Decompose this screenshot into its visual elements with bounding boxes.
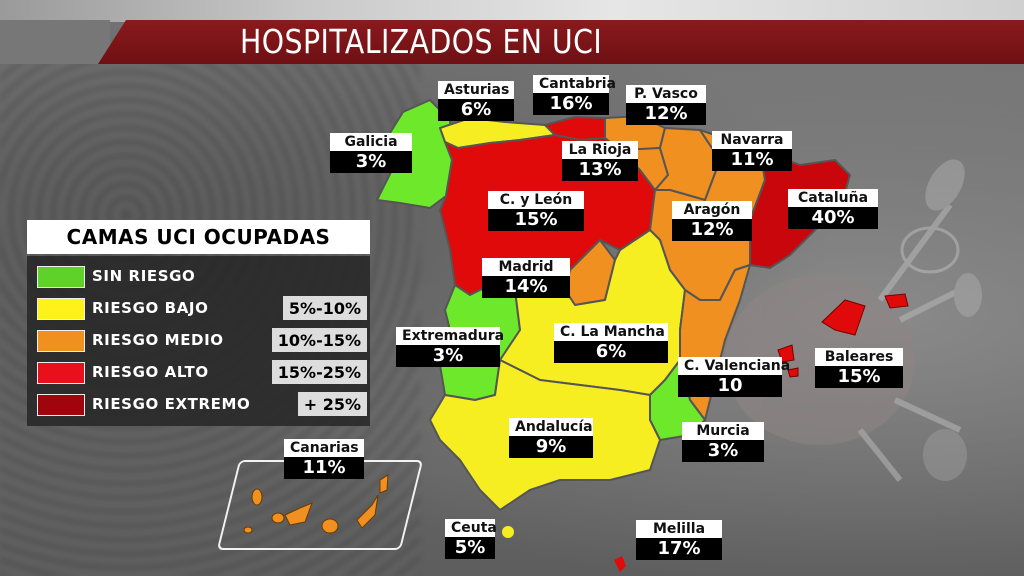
- label-cantabria: Cantabria 16%: [533, 75, 616, 115]
- label-melilla: Melilla 17%: [636, 520, 722, 560]
- swatch-orange: [37, 330, 85, 352]
- region-canarias: [243, 474, 389, 534]
- label-asturias: Asturias 6%: [438, 81, 514, 121]
- label-castilla-y-leon: C. y León 15%: [488, 191, 584, 231]
- label-aragon: Aragón 12%: [672, 201, 752, 241]
- swatch-red: [37, 362, 85, 384]
- label-extremadura: Extremadura 3%: [396, 327, 504, 367]
- title-banner: HOSPITALIZADOS EN UCI: [0, 20, 1024, 64]
- label-murcia: Murcia 3%: [682, 422, 764, 462]
- label-comunidad-valenciana: C. Valenciana 10: [678, 357, 790, 397]
- legend-range: 10%-15%: [271, 328, 367, 352]
- label-baleares: Baleares 15%: [815, 348, 903, 388]
- legend-title: CAMAS UCI OCUPADAS: [27, 220, 370, 254]
- legend-label: RIESGO MEDIO: [92, 331, 224, 349]
- label-castilla-la-mancha: C. La Mancha 6%: [554, 323, 668, 363]
- legend-range: + 25%: [297, 392, 367, 416]
- swatch-dark-red: [37, 394, 85, 416]
- legend-range: 5%-10%: [282, 296, 367, 320]
- swatch-green: [37, 266, 85, 288]
- swatch-yellow: [37, 298, 85, 320]
- legend-label: SIN RIESGO: [92, 267, 196, 285]
- legend-label: RIESGO EXTREMO: [92, 395, 251, 413]
- legend-item-sin-riesgo: SIN RIESGO: [37, 264, 367, 290]
- label-cataluna: Cataluña 40%: [788, 189, 878, 229]
- banner-left-block: [0, 20, 110, 64]
- region-ceuta: [502, 526, 514, 538]
- label-ceuta: Ceuta 5%: [445, 519, 497, 559]
- label-pais-vasco: P. Vasco 12%: [626, 85, 706, 125]
- region-melilla: [614, 556, 626, 572]
- legend-label: RIESGO ALTO: [92, 363, 209, 381]
- legend-item-riesgo-alto: RIESGO ALTO 15%-25%: [37, 360, 367, 386]
- region-baleares: [777, 293, 909, 378]
- page-title: HOSPITALIZADOS EN UCI: [240, 22, 603, 61]
- label-madrid: Madrid 14%: [482, 258, 570, 298]
- label-la-rioja: La Rioja 13%: [562, 141, 638, 181]
- legend-label: RIESGO BAJO: [92, 299, 209, 317]
- legend-item-riesgo-bajo: RIESGO BAJO 5%-10%: [37, 296, 367, 322]
- legend-item-riesgo-extremo: RIESGO EXTREMO + 25%: [37, 392, 367, 418]
- background-city-strip: [0, 0, 1024, 22]
- label-navarra: Navarra 11%: [712, 131, 792, 171]
- legend: SIN RIESGO RIESGO BAJO 5%-10% RIESGO MED…: [27, 256, 370, 426]
- label-galicia: Galicia 3%: [330, 133, 412, 173]
- label-canarias: Canarias 11%: [284, 439, 364, 479]
- banner-red-bar: [98, 20, 1024, 64]
- legend-range: 15%-25%: [271, 360, 367, 384]
- legend-item-riesgo-medio: RIESGO MEDIO 10%-15%: [37, 328, 367, 354]
- label-andalucia: Andalucía 9%: [509, 418, 593, 458]
